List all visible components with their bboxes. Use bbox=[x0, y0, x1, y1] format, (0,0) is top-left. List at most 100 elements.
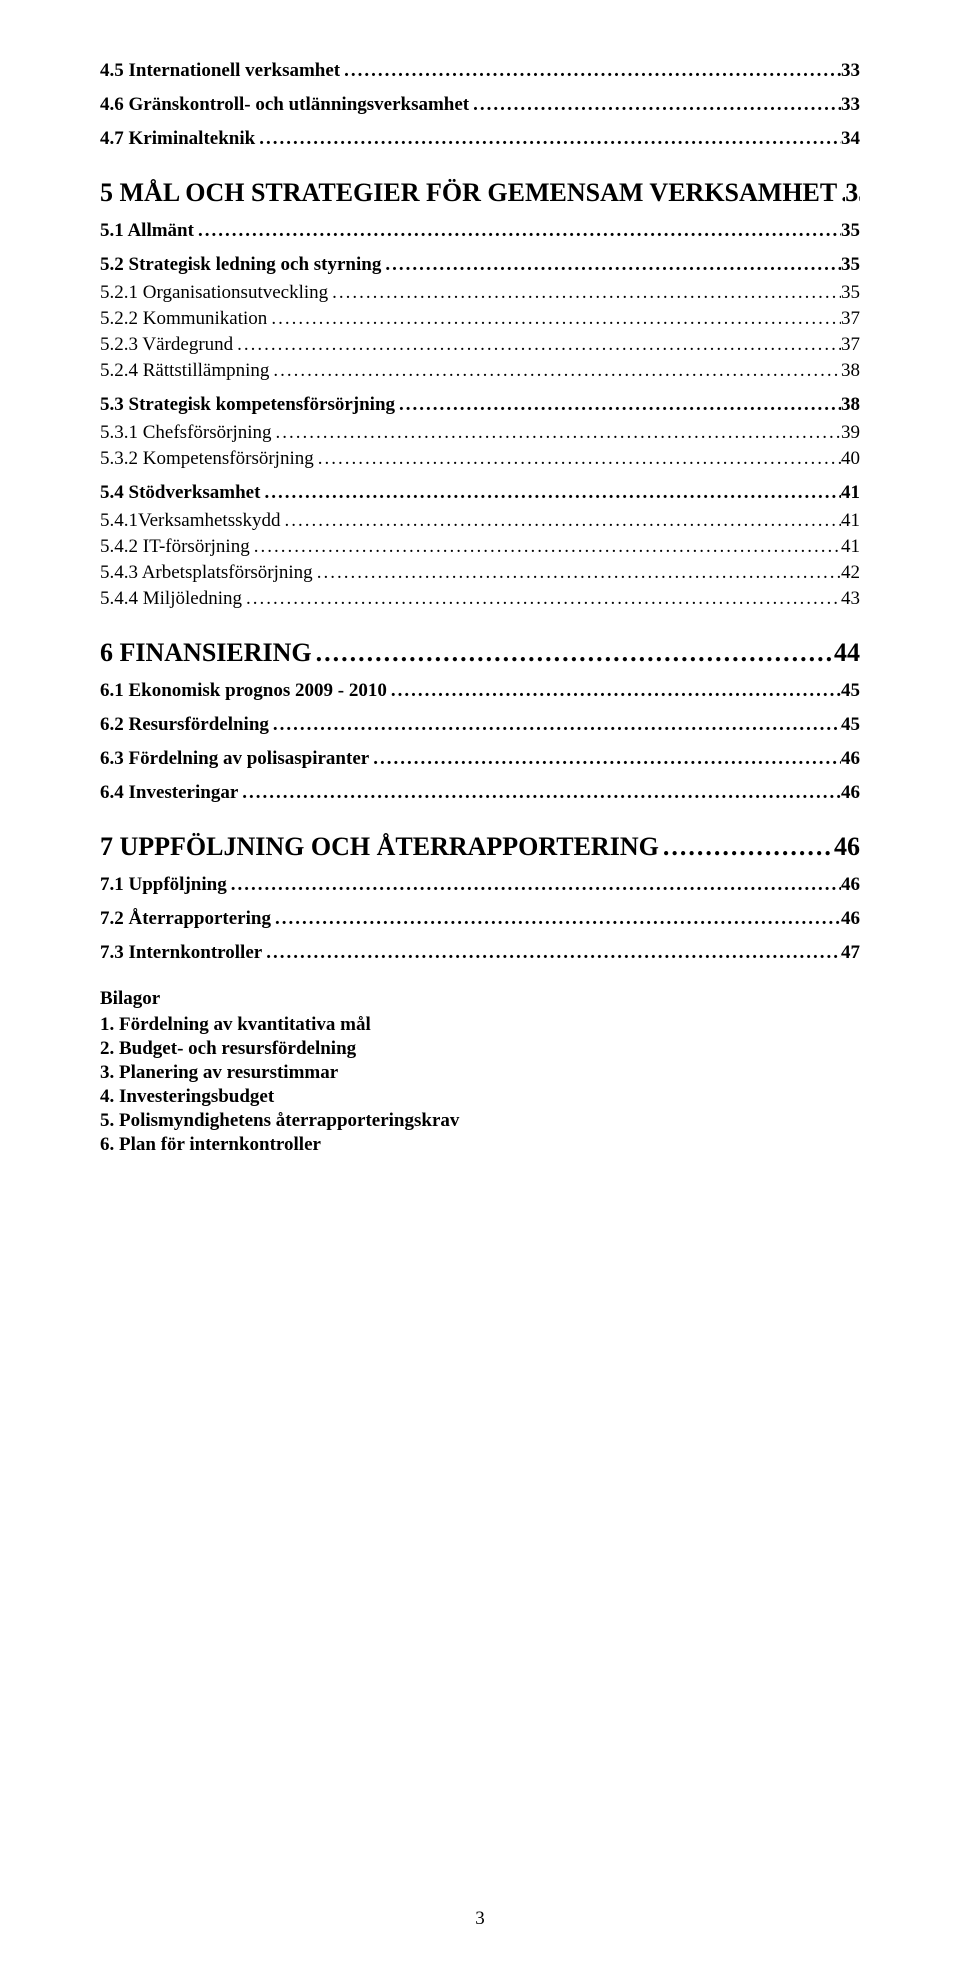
toc-label: 5.2.3 Värdegrund bbox=[100, 334, 233, 356]
toc-entry: 5.3.1 Chefsförsörjning 39 bbox=[100, 422, 860, 444]
toc-page-number: 37 bbox=[841, 334, 860, 356]
toc-label: 6 FINANSIERING bbox=[100, 638, 312, 668]
toc-label: 4.6 Gränskontroll- och utlänningsverksam… bbox=[100, 94, 469, 116]
toc-page-number: 41 bbox=[841, 536, 860, 558]
toc-label: 7 UPPFÖLJNING OCH ÅTERRAPPORTERING bbox=[100, 832, 659, 862]
toc-entry: 7.1 Uppföljning 46 bbox=[100, 874, 860, 896]
toc-entry: 5.3.2 Kompetensförsörjning40 bbox=[100, 448, 860, 470]
toc-leader-dots bbox=[659, 832, 834, 862]
toc-leader-dots bbox=[227, 874, 841, 896]
toc-leader-dots bbox=[260, 482, 841, 504]
toc-page-number: 33 bbox=[841, 60, 860, 82]
toc-entry: 4.5 Internationell verksamhet 33 bbox=[100, 60, 860, 82]
toc-label: 6.4 Investeringar bbox=[100, 782, 238, 804]
toc-leader-dots bbox=[272, 422, 841, 444]
toc-entry: 5.2.2 Kommunikation 37 bbox=[100, 308, 860, 330]
toc-label: 4.7 Kriminalteknik bbox=[100, 128, 255, 150]
toc-label: 6.1 Ekonomisk prognos 2009 - 2010 bbox=[100, 680, 387, 702]
toc-page-number: 46 bbox=[841, 748, 860, 770]
toc-label: 5.3.1 Chefsförsörjning bbox=[100, 422, 272, 444]
toc-entry: 5.4.2 IT-försörjning41 bbox=[100, 536, 860, 558]
bilagor-list: 1. Fördelning av kvantitativa mål2. Budg… bbox=[100, 1014, 860, 1156]
bilagor-title: Bilagor bbox=[100, 988, 860, 1010]
toc-label: 5.2 Strategisk ledning och styrning bbox=[100, 254, 381, 276]
bilaga-item: 2. Budget- och resursfördelning bbox=[100, 1038, 860, 1060]
toc-page-number: 47 bbox=[841, 942, 860, 964]
toc-label: 5.3 Strategisk kompetensförsörjning bbox=[100, 394, 395, 416]
toc-leader-dots bbox=[369, 748, 841, 770]
toc-entry: 5.2 Strategisk ledning och styrning 35 bbox=[100, 254, 860, 276]
toc-leader-dots bbox=[269, 360, 841, 382]
toc-leader-dots bbox=[313, 562, 841, 584]
toc-leader-dots bbox=[262, 942, 841, 964]
bilaga-item: 1. Fördelning av kvantitativa mål bbox=[100, 1014, 860, 1036]
toc-page-number: 37 bbox=[841, 308, 860, 330]
toc-label: 5.4.3 Arbetsplatsförsörjning bbox=[100, 562, 313, 584]
toc-entry: 4.7 Kriminalteknik 34 bbox=[100, 128, 860, 150]
toc-page-number: 34 bbox=[841, 128, 860, 150]
bilaga-item: 3. Planering av resurstimmar bbox=[100, 1062, 860, 1084]
toc-leader-dots bbox=[312, 638, 834, 668]
toc-page-number: 35 bbox=[841, 220, 860, 242]
toc-label: 6.2 Resursfördelning bbox=[100, 714, 269, 736]
toc-entry: 5.2.3 Värdegrund 37 bbox=[100, 334, 860, 356]
toc-entry: 5.4.1Verksamhetsskydd41 bbox=[100, 510, 860, 532]
toc-page-number: 35 bbox=[845, 178, 860, 208]
toc-label: 4.5 Internationell verksamhet bbox=[100, 60, 340, 82]
toc-entry: 5 MÅL OCH STRATEGIER FÖR GEMENSAM VERKSA… bbox=[100, 178, 860, 208]
bilaga-item: 6. Plan för internkontroller bbox=[100, 1134, 860, 1156]
toc-entry: 7.2 Återrapportering 46 bbox=[100, 908, 860, 930]
toc-leader-dots bbox=[250, 536, 841, 558]
toc-leader-dots bbox=[395, 394, 841, 416]
toc-page-number: 46 bbox=[841, 782, 860, 804]
table-of-contents: 4.5 Internationell verksamhet 33 4.6 Gräns… bbox=[100, 60, 860, 964]
toc-page-number: 41 bbox=[841, 482, 860, 504]
toc-leader-dots bbox=[340, 60, 841, 82]
toc-leader-dots bbox=[233, 334, 841, 356]
toc-label: 6.3 Fördelning av polisaspiranter bbox=[100, 748, 369, 770]
toc-page-number: 45 bbox=[841, 714, 860, 736]
toc-entry: 5.1 Allmänt 35 bbox=[100, 220, 860, 242]
toc-label: 5.4.1Verksamhetsskydd bbox=[100, 510, 280, 532]
toc-entry: 6.2 Resursfördelning 45 bbox=[100, 714, 860, 736]
toc-entry: 4.6 Gränskontroll- och utlänningsverksam… bbox=[100, 94, 860, 116]
toc-leader-dots bbox=[469, 94, 841, 116]
toc-label: 7.2 Återrapportering bbox=[100, 908, 271, 930]
toc-leader-dots bbox=[271, 908, 841, 930]
bilaga-item: 4. Investeringsbudget bbox=[100, 1086, 860, 1108]
toc-entry: 5.2.1 Organisationsutveckling35 bbox=[100, 282, 860, 304]
toc-page-number: 44 bbox=[834, 638, 860, 668]
toc-leader-dots bbox=[267, 308, 841, 330]
toc-entry: 5.4.4 Miljöledning43 bbox=[100, 588, 860, 610]
toc-entry: 7 UPPFÖLJNING OCH ÅTERRAPPORTERING 46 bbox=[100, 832, 860, 862]
toc-label: 5.4 Stödverksamhet bbox=[100, 482, 260, 504]
toc-page-number: 46 bbox=[834, 832, 860, 862]
toc-label: 5.1 Allmänt bbox=[100, 220, 194, 242]
bilaga-item: 5. Polismyndighetens återrapporteringskr… bbox=[100, 1110, 860, 1132]
toc-entry: 6.3 Fördelning av polisaspiranter 46 bbox=[100, 748, 860, 770]
toc-leader-dots bbox=[387, 680, 841, 702]
toc-entry: 6.4 Investeringar 46 bbox=[100, 782, 860, 804]
toc-page-number: 46 bbox=[841, 874, 860, 896]
toc-leader-dots bbox=[328, 282, 841, 304]
toc-leader-dots bbox=[194, 220, 841, 242]
toc-entry: 7.3 Internkontroller47 bbox=[100, 942, 860, 964]
toc-page-number: 43 bbox=[841, 588, 860, 610]
toc-label: 5.2.2 Kommunikation bbox=[100, 308, 267, 330]
toc-page-number: 35 bbox=[841, 254, 860, 276]
document-page: 4.5 Internationell verksamhet 33 4.6 Gräns… bbox=[0, 0, 960, 1970]
toc-page-number: 42 bbox=[841, 562, 860, 584]
toc-entry: 5.3 Strategisk kompetensförsörjning 38 bbox=[100, 394, 860, 416]
toc-page-number: 39 bbox=[841, 422, 860, 444]
toc-page-number: 40 bbox=[841, 448, 860, 470]
toc-leader-dots bbox=[381, 254, 841, 276]
toc-entry: 5.2.4 Rättstillämpning38 bbox=[100, 360, 860, 382]
toc-label: 7.1 Uppföljning bbox=[100, 874, 227, 896]
toc-page-number: 46 bbox=[841, 908, 860, 930]
toc-leader-dots bbox=[280, 510, 841, 532]
toc-leader-dots bbox=[238, 782, 841, 804]
toc-page-number: 38 bbox=[841, 394, 860, 416]
toc-leader-dots bbox=[242, 588, 841, 610]
toc-entry: 5.4.3 Arbetsplatsförsörjning 42 bbox=[100, 562, 860, 584]
toc-page-number: 38 bbox=[841, 360, 860, 382]
